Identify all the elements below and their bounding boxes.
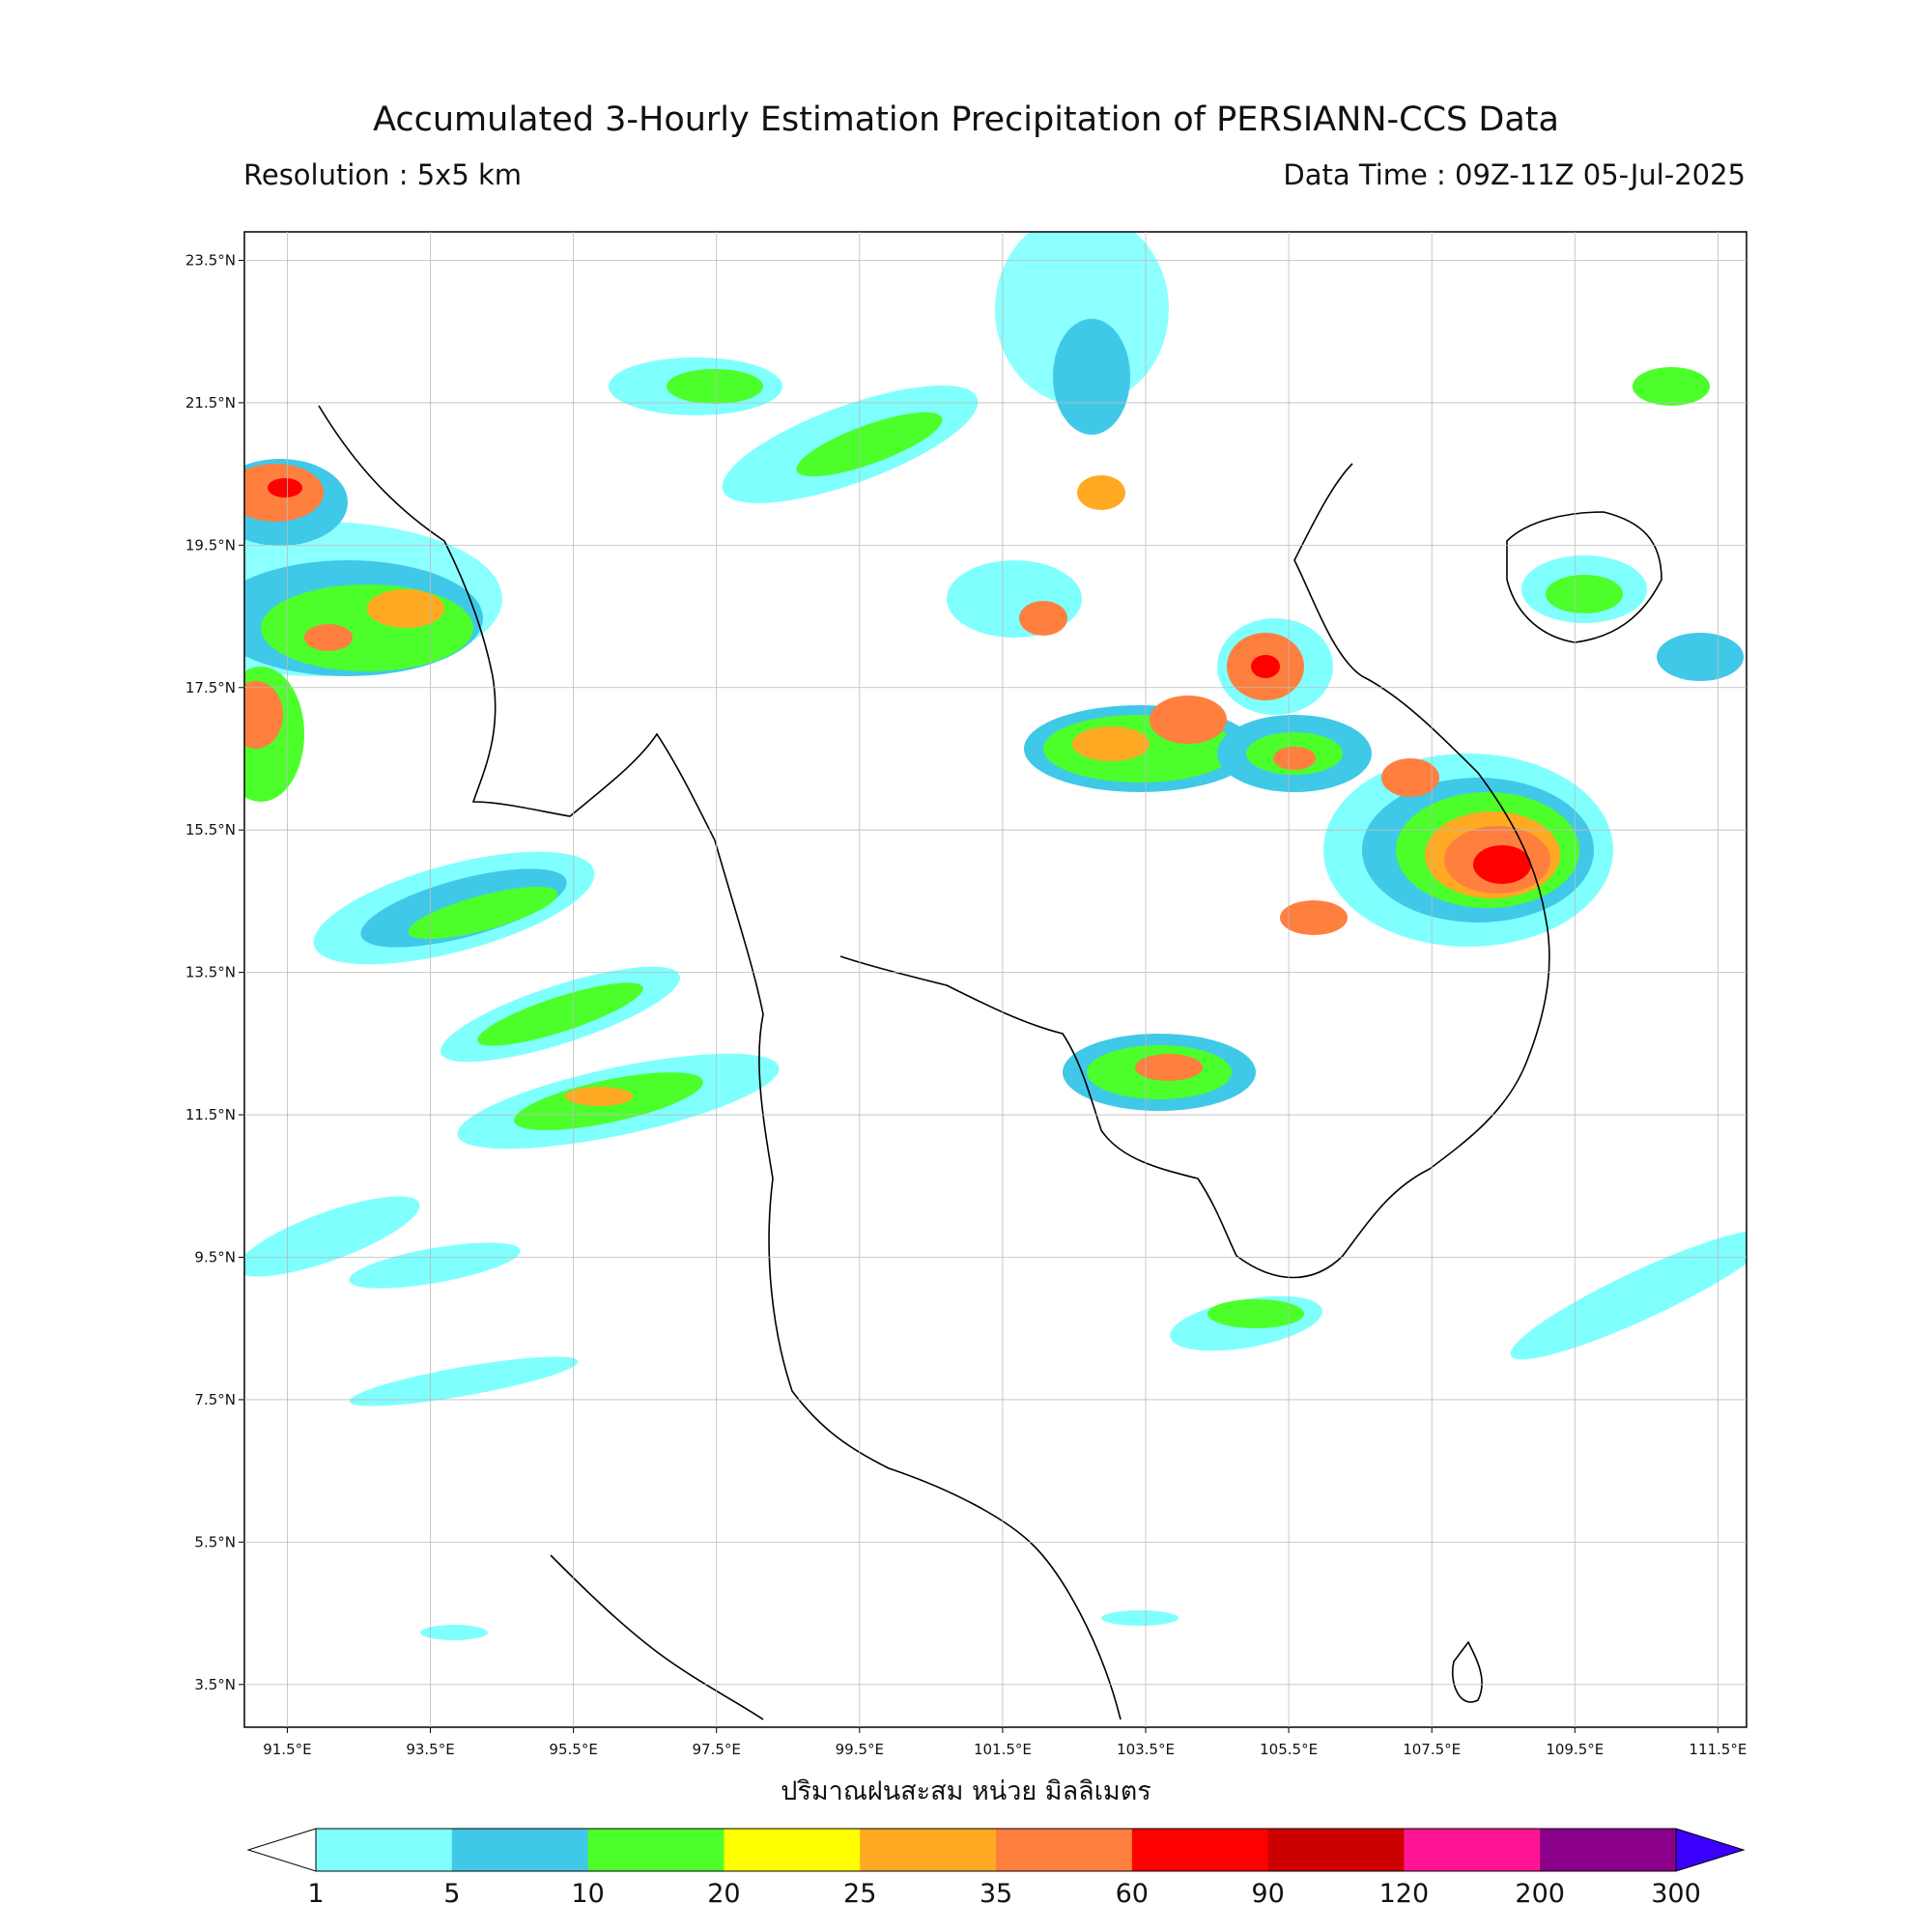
colorbar-tick-label: 60 (1116, 1879, 1149, 1909)
lon-tick-label: 99.5°E (836, 1741, 884, 1758)
map-title: Accumulated 3-Hourly Estimation Precipit… (373, 100, 1559, 139)
lon-tick-label: 111.5°E (1689, 1741, 1747, 1758)
colorbar-tick-label: 25 (843, 1879, 876, 1909)
lat-tick-label: 17.5°N (185, 679, 236, 696)
lat-tick-label: 13.5°N (185, 964, 236, 981)
colorbar-tick-label: 90 (1251, 1879, 1284, 1909)
rain-field (244, 232, 1747, 1640)
lon-tick-label: 91.5°E (263, 1741, 311, 1758)
colorbar-tick-label: 1 (307, 1879, 324, 1909)
lon-tick-label: 101.5°E (974, 1741, 1032, 1758)
graticule (244, 232, 1747, 1727)
coastline (318, 405, 1662, 1720)
lat-tick-label: 9.5°N (194, 1248, 236, 1265)
lat-tick-label: 23.5°N (185, 251, 236, 269)
colorbar: 1 5 10 20 25 35 60 90 120 200 300 (246, 1828, 1746, 1909)
colorbar-frame (315, 1828, 1677, 1872)
lat-tick-label: 21.5°N (185, 394, 236, 412)
colorbar-tick-label: 20 (707, 1879, 740, 1909)
lon-tick-label: 105.5°E (1260, 1741, 1318, 1758)
resolution-label: Resolution : 5x5 km (243, 158, 523, 191)
lat-tick-label: 19.5°N (185, 536, 236, 554)
lon-tick-label: 93.5°E (406, 1741, 454, 1758)
lat-tick-label: 15.5°N (185, 821, 236, 838)
colorbar-tick-label: 300 (1651, 1879, 1701, 1909)
colorbar-segment (451, 1829, 589, 1871)
lon-tick-label: 109.5°E (1546, 1741, 1604, 1758)
lat-tick-label: 11.5°N (185, 1106, 236, 1123)
colorbar-segment (860, 1829, 997, 1871)
lat-tick-label: 5.5°N (194, 1533, 236, 1550)
colorbar-segment (996, 1829, 1133, 1871)
colorbar-segment (1540, 1829, 1677, 1871)
data-time-label: Data Time : 09Z-11Z 05-Jul-2025 (1283, 158, 1746, 191)
colorbar-segment (1131, 1829, 1269, 1871)
colorbar-tick-label: 200 (1515, 1879, 1565, 1909)
colorbar-tick-label: 10 (571, 1879, 604, 1909)
axis-ticks: 23.5°N 21.5°N 19.5°N 17.5°N 15.5°N 13.5°N 11.5… (185, 251, 1747, 1758)
colorbar-label: ปริมาณฝนสะสม หน่วย มิลลิเมตร (781, 1776, 1151, 1806)
colorbar-under-triangle (246, 1828, 317, 1872)
colorbar-segment (1404, 1829, 1541, 1871)
map-frame (243, 231, 1747, 1728)
colorbar-over-triangle (1675, 1828, 1746, 1872)
colorbar-tick-label: 120 (1379, 1879, 1430, 1909)
colorbar-segment (724, 1829, 861, 1871)
colorbar-tick-label: 5 (443, 1879, 460, 1909)
lon-tick-label: 107.5°E (1403, 1741, 1461, 1758)
lat-tick-label: 7.5°N (194, 1391, 236, 1408)
colorbar-segment (1267, 1829, 1405, 1871)
lon-tick-label: 95.5°E (549, 1741, 597, 1758)
colorbar-segment (316, 1829, 453, 1871)
colorbar-tick-label: 35 (980, 1879, 1012, 1909)
colorbar-segment (587, 1829, 724, 1871)
lat-tick-label: 3.5°N (194, 1676, 236, 1693)
lon-tick-label: 97.5°E (693, 1741, 741, 1758)
lon-tick-label: 103.5°E (1117, 1741, 1175, 1758)
